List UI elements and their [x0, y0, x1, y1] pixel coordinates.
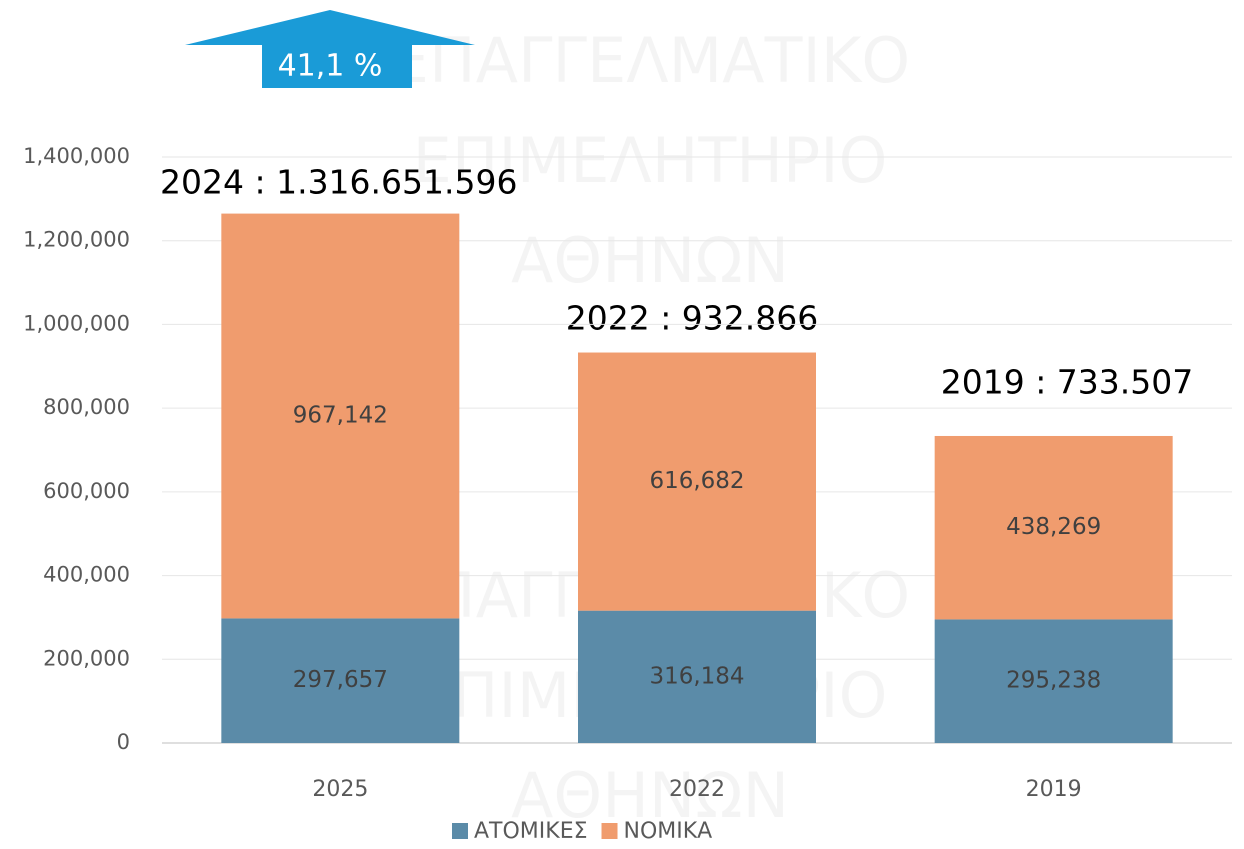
y-tick-label: 0: [117, 730, 130, 754]
data-label: 438,269: [1006, 514, 1101, 540]
x-tick-label: 2019: [1026, 777, 1082, 802]
data-label: 316,184: [649, 663, 744, 689]
legend-label: ΑΤΟΜΙΚΕΣ: [474, 819, 588, 844]
bar-segment: [934, 619, 1173, 743]
watermark-text: ΑΘΗΝΩΝ: [511, 759, 789, 832]
y-tick-label: 800,000: [43, 395, 130, 419]
bar-segment: [221, 213, 460, 619]
y-tick-label: 1,400,000: [23, 144, 130, 168]
watermark-text: ΑΘΗΝΩΝ: [511, 224, 789, 297]
bar-segment: [934, 435, 1173, 620]
y-tick-label: 400,000: [43, 563, 130, 587]
data-label: 967,142: [293, 403, 388, 429]
legend-label: ΝΟΜΙΚΑ: [624, 819, 713, 844]
x-tick-label: 2025: [312, 777, 368, 802]
bar-segment: [578, 352, 816, 611]
legend-swatch: [601, 823, 618, 839]
y-tick-label: 1,200,000: [23, 228, 130, 252]
bar-segment: [578, 610, 816, 743]
x-tick-label: 2022: [669, 777, 725, 802]
data-label: 295,238: [1006, 668, 1101, 694]
annotation: 2019 : 733.507: [941, 363, 1194, 402]
y-tick-label: 200,000: [43, 646, 130, 670]
data-label: 297,657: [293, 667, 388, 693]
legend-swatch: [452, 823, 468, 839]
watermark-text: ΕΠΙΜΕΛΗΤΗΡΙΟ: [413, 124, 888, 197]
bar-segment: [221, 618, 460, 743]
annotation: 2024 : 1.316.651.596: [160, 163, 518, 202]
arrow: [185, 10, 475, 88]
data-label: 616,682: [649, 468, 744, 494]
y-tick-label: 600,000: [43, 479, 130, 503]
y-tick-label: 1,000,000: [23, 311, 130, 335]
growth-label: 41,1 %: [278, 49, 383, 84]
annotation: 2022 : 932.866: [566, 299, 819, 338]
watermark-text: ΕΠΑΓΓΕΛΜΑΤΙΚΟ: [390, 24, 910, 97]
